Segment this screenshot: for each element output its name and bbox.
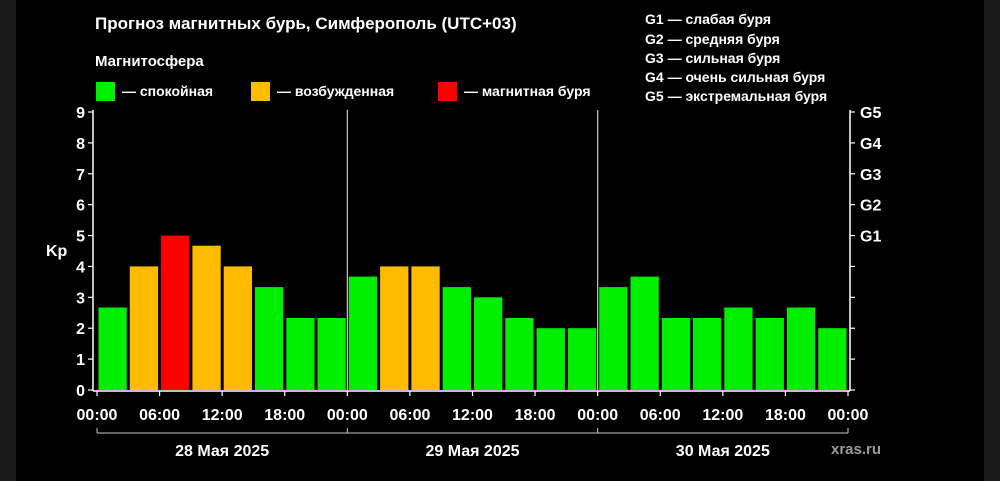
x-tick-label: 18:00	[515, 407, 556, 424]
kp-bar	[411, 266, 440, 390]
storm-swatch	[438, 81, 457, 101]
x-tick-label: 18:00	[264, 407, 305, 424]
day-label: 30 Мая 2025	[676, 443, 770, 460]
day-label: 29 Мая 2025	[425, 443, 519, 460]
storm-level-tick-label: G3	[860, 167, 881, 184]
storm-level-g1: G1 — слабая буря	[645, 11, 772, 27]
x-tick-label: 06:00	[640, 407, 681, 424]
x-tick-label: 06:00	[389, 407, 430, 424]
kp-bar	[255, 287, 284, 390]
y-axis-label: Kp	[46, 243, 68, 260]
watermark: xras.ru	[831, 441, 882, 458]
kp-bar	[317, 318, 346, 390]
kp-bar	[755, 318, 784, 390]
legend-label-calm: — спокойная	[122, 83, 214, 99]
legend-label-excited: — возбужденная	[277, 83, 395, 99]
x-tick-label: 00:00	[828, 407, 869, 424]
storm-level-g4: G4 — очень сильная буря	[645, 69, 826, 85]
x-tick-label: 00:00	[577, 407, 618, 424]
y-tick-label: 9	[76, 105, 85, 122]
x-tick-label: 12:00	[702, 407, 743, 424]
kp-bar	[786, 307, 816, 390]
kp-bar	[223, 266, 252, 390]
y-tick-label: 5	[76, 229, 85, 246]
kp-bar	[693, 318, 722, 390]
kp-bar	[474, 297, 503, 390]
kp-bar	[98, 307, 127, 390]
kp-bar	[661, 318, 691, 390]
excited-swatch	[251, 81, 270, 101]
kp-bar	[505, 318, 534, 390]
x-tick-label: 00:00	[77, 407, 118, 424]
magnetosphere-heading: Магнитосфера	[95, 53, 204, 70]
kp-bar	[724, 307, 753, 390]
kp-bar	[192, 245, 221, 390]
y-tick-label: 1	[76, 352, 85, 369]
x-tick-label: 12:00	[452, 407, 493, 424]
kp-bar	[818, 328, 847, 390]
storm-level-tick-label: G5	[860, 105, 881, 122]
y-tick-label: 3	[76, 290, 85, 307]
kp-bar	[599, 287, 628, 390]
kp-bar	[129, 266, 159, 390]
storm-level-tick-label: G2	[860, 198, 881, 215]
x-tick-label: 06:00	[139, 407, 180, 424]
kp-bar	[161, 235, 190, 390]
storm-level-tick-label: G1	[860, 229, 881, 246]
x-tick-label: 00:00	[327, 407, 368, 424]
y-tick-label: 6	[76, 198, 85, 215]
day-label: 28 Мая 2025	[175, 443, 269, 460]
storm-level-g5: G5 — экстремальная буря	[645, 88, 828, 104]
storm-level-tick-label: G4	[860, 136, 881, 153]
y-tick-label: 8	[76, 136, 85, 153]
x-tick-label: 12:00	[202, 407, 243, 424]
kp-bar	[567, 328, 597, 390]
storm-level-g2: G2 — средняя буря	[645, 31, 780, 47]
kp-bar	[442, 287, 471, 390]
y-tick-label: 4	[76, 259, 85, 276]
kp-bar	[348, 276, 378, 390]
kp-bar	[536, 328, 565, 390]
kp-bar	[286, 318, 315, 390]
legend-item-excited: — возбужденная	[251, 81, 395, 101]
legend-item-calm: — спокойная	[96, 81, 214, 101]
y-tick-label: 0	[76, 383, 85, 400]
y-tick-label: 2	[76, 321, 85, 338]
kp-bar	[630, 276, 659, 390]
legend-label-storm: — магнитная буря	[464, 83, 591, 99]
legend-item-storm: — магнитная буря	[438, 81, 591, 101]
y-tick-label: 7	[76, 167, 85, 184]
kp-bar	[380, 266, 409, 390]
page-title: Прогноз магнитных бурь, Симферополь (UTC…	[95, 14, 517, 33]
x-tick-label: 18:00	[765, 407, 806, 424]
storm-level-g3: G3 — сильная буря	[645, 50, 781, 66]
calm-swatch	[96, 81, 115, 101]
